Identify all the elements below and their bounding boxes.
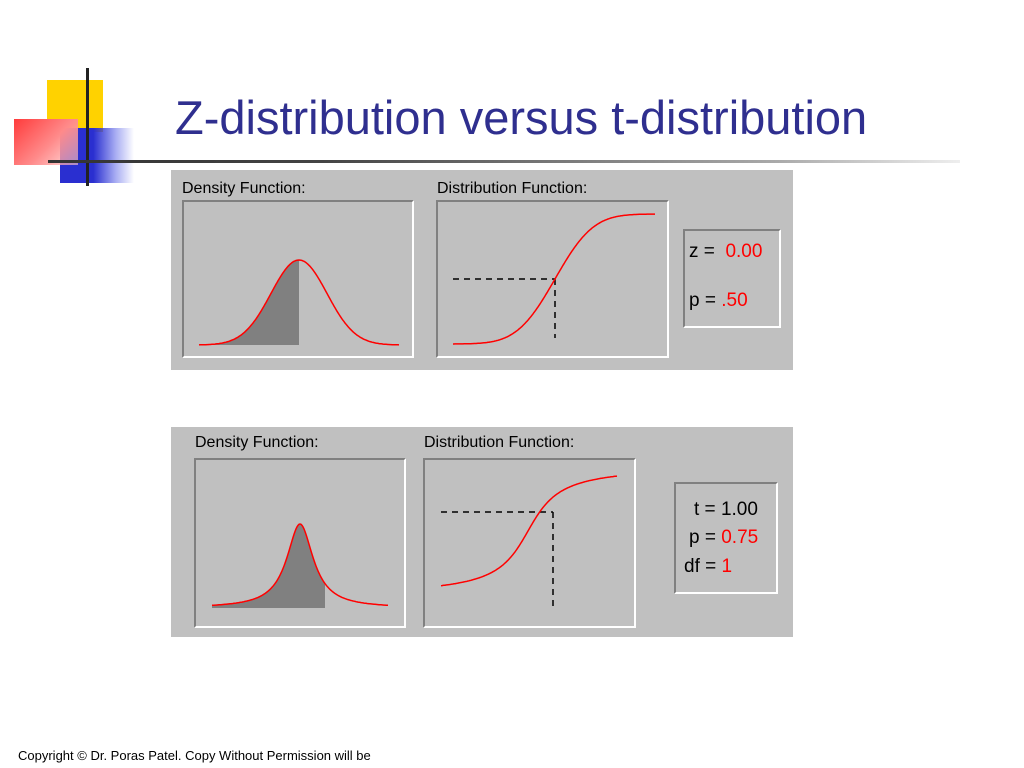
t-density-label: Density Function: [195, 434, 319, 451]
t-label: t = [694, 499, 716, 520]
z-distribution-panel: Density Function: Distribution Function:… [171, 170, 793, 370]
t-df-value: 1 [721, 556, 733, 577]
z-label: z = [689, 241, 715, 262]
z-density-svg [198, 259, 400, 346]
copyright-footer: Copyright © Dr. Poras Patel. Copy Withou… [18, 748, 371, 763]
t-distribution-curve [440, 475, 618, 587]
z-readout: z = 0.00 [689, 241, 762, 263]
t-density-svg [212, 523, 388, 608]
z-readout-box [683, 229, 781, 328]
t-p-label: p = [689, 527, 716, 548]
z-p-label: p = [689, 290, 716, 311]
z-distribution-label: Distribution Function: [437, 180, 588, 197]
z-distribution-svg [453, 213, 655, 345]
t-density-plot [194, 458, 406, 628]
t-distribution-plot [423, 458, 636, 628]
t-density-curve [212, 523, 388, 607]
t-distribution-panel: Density Function: Distribution Function:… [171, 427, 793, 637]
deco-red-square [14, 119, 78, 165]
deco-vertical-line [86, 68, 89, 186]
z-density-curve [198, 259, 400, 346]
t-value: 1.00 [720, 499, 758, 520]
t-p-value: 0.75 [721, 527, 759, 548]
t-p-readout: p = 0.75 [689, 527, 758, 549]
z-density-plot [182, 200, 414, 358]
t-density-shaded-area [212, 524, 325, 608]
t-readout: t = 1.00 [694, 499, 758, 521]
z-distribution-plot [436, 200, 669, 358]
t-df-readout: df = 1 [684, 556, 732, 578]
title-underline [48, 160, 960, 163]
t-distribution-label: Distribution Function: [424, 434, 575, 451]
z-p-value: .50 [721, 290, 748, 311]
t-distribution-svg [440, 475, 618, 610]
slide-title: Z-distribution versus t-distribution [175, 91, 868, 144]
z-distribution-curve [453, 213, 655, 345]
z-value: 0.00 [725, 241, 763, 262]
z-density-label: Density Function: [182, 180, 306, 197]
t-readout-box [674, 482, 778, 594]
z-p-readout: p = .50 [689, 290, 748, 312]
t-df-label: df = [684, 556, 717, 577]
z-density-shaded-area [199, 260, 299, 345]
